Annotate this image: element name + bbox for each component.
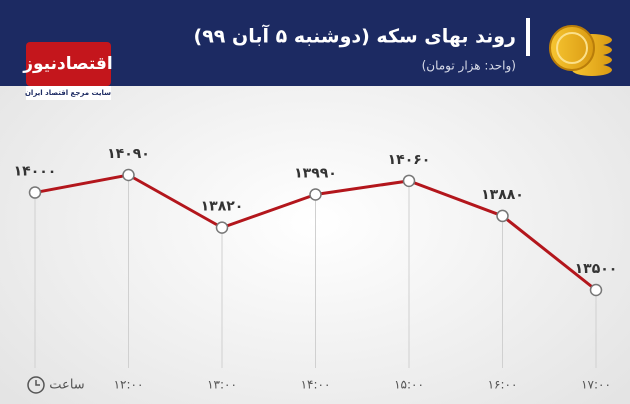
logo-tagline: سایت مرجع اقتصاد ایران — [25, 89, 111, 97]
x-tick-label: ۱۵:۰۰ — [394, 378, 424, 392]
data-label: ۱۴۰۰۰ — [14, 164, 57, 180]
point — [122, 168, 135, 182]
data-label: ۱۳۸۲۰ — [201, 199, 244, 215]
x-tick-label: ۱۶:۰۰ — [488, 378, 518, 392]
x-axis-label: ساعت — [49, 378, 84, 393]
point — [309, 188, 322, 201]
data-label: ۱۴۰۹۰ — [107, 146, 150, 162]
point — [402, 174, 416, 188]
x-tick-label: ۱۷:۰۰ — [581, 378, 611, 392]
data-label: ۱۴۰۶۰ — [388, 152, 431, 168]
x-tick-label: ۱۲:۰۰ — [114, 378, 144, 392]
x-tick-label: ۱۴:۰۰ — [301, 378, 331, 392]
logo-text: اقتصادنیوز — [22, 54, 113, 74]
point — [215, 221, 229, 234]
logo-strip — [26, 86, 111, 100]
data-label: ۱۳۵۰۰ — [575, 261, 618, 277]
chart-subtitle: (واحد: هزار تومان) — [422, 59, 516, 74]
clock-icon — [27, 376, 45, 394]
chart-title: روند بهای سکه (دوشنبه ۵ آبان ۹۹) — [194, 24, 517, 48]
x-tick-label: ۱۳:۰۰ — [207, 378, 237, 392]
data-label: ۱۳۹۹۰ — [294, 165, 337, 181]
title-bar — [526, 18, 530, 56]
point — [28, 186, 42, 199]
point — [496, 209, 509, 223]
data-label: ۱۳۸۸۰ — [481, 187, 524, 203]
logo-box — [26, 42, 111, 86]
point — [589, 283, 603, 297]
coin-icon — [549, 25, 612, 76]
